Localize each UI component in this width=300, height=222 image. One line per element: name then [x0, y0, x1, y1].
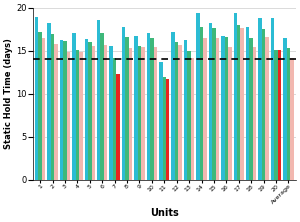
Bar [76, 50, 79, 180]
Bar [92, 46, 95, 180]
Bar [200, 27, 203, 180]
Bar [184, 40, 188, 180]
Bar [233, 13, 237, 180]
Bar [166, 79, 169, 180]
Bar [196, 13, 200, 180]
Bar [246, 28, 249, 180]
Bar [79, 52, 82, 180]
Bar [163, 77, 166, 180]
Bar [216, 38, 219, 180]
Bar [72, 34, 76, 180]
Bar [178, 45, 182, 180]
Bar [290, 58, 294, 180]
Bar [228, 47, 232, 180]
Bar [129, 48, 132, 180]
Bar [241, 28, 244, 180]
Bar [113, 58, 116, 180]
Bar [278, 50, 281, 180]
Bar [67, 52, 70, 180]
Bar [51, 34, 54, 180]
Bar [209, 23, 212, 180]
Bar [116, 74, 120, 180]
Bar [249, 38, 253, 180]
Bar [88, 42, 91, 180]
Bar [286, 48, 290, 180]
Bar [104, 45, 107, 180]
Bar [100, 34, 104, 180]
Bar [122, 27, 125, 180]
Bar [141, 47, 145, 180]
Bar [60, 40, 63, 180]
Bar [262, 29, 265, 180]
Bar [274, 50, 278, 180]
Bar [150, 38, 154, 180]
Bar [110, 46, 113, 180]
Y-axis label: Static Hold Time (days): Static Hold Time (days) [4, 38, 13, 149]
Bar [191, 58, 194, 180]
Bar [63, 41, 67, 180]
Bar [138, 46, 141, 180]
Bar [265, 37, 269, 180]
Bar [154, 47, 157, 180]
Bar [42, 38, 45, 180]
Bar [134, 36, 138, 180]
Bar [38, 32, 42, 180]
Bar [283, 38, 286, 180]
Bar [258, 18, 262, 180]
Bar [175, 42, 178, 180]
Bar [225, 37, 228, 180]
Bar [271, 18, 274, 180]
X-axis label: Units: Units [150, 208, 178, 218]
Bar [203, 38, 207, 180]
Bar [253, 47, 256, 180]
Bar [172, 32, 175, 180]
Bar [47, 23, 51, 180]
Bar [97, 20, 101, 180]
Bar [125, 37, 129, 180]
Bar [54, 44, 58, 180]
Bar [221, 36, 225, 180]
Bar [188, 51, 191, 180]
Bar [85, 39, 88, 180]
Bar [35, 17, 38, 180]
Bar [212, 28, 216, 180]
Bar [147, 34, 150, 180]
Bar [159, 62, 163, 180]
Bar [237, 25, 241, 180]
